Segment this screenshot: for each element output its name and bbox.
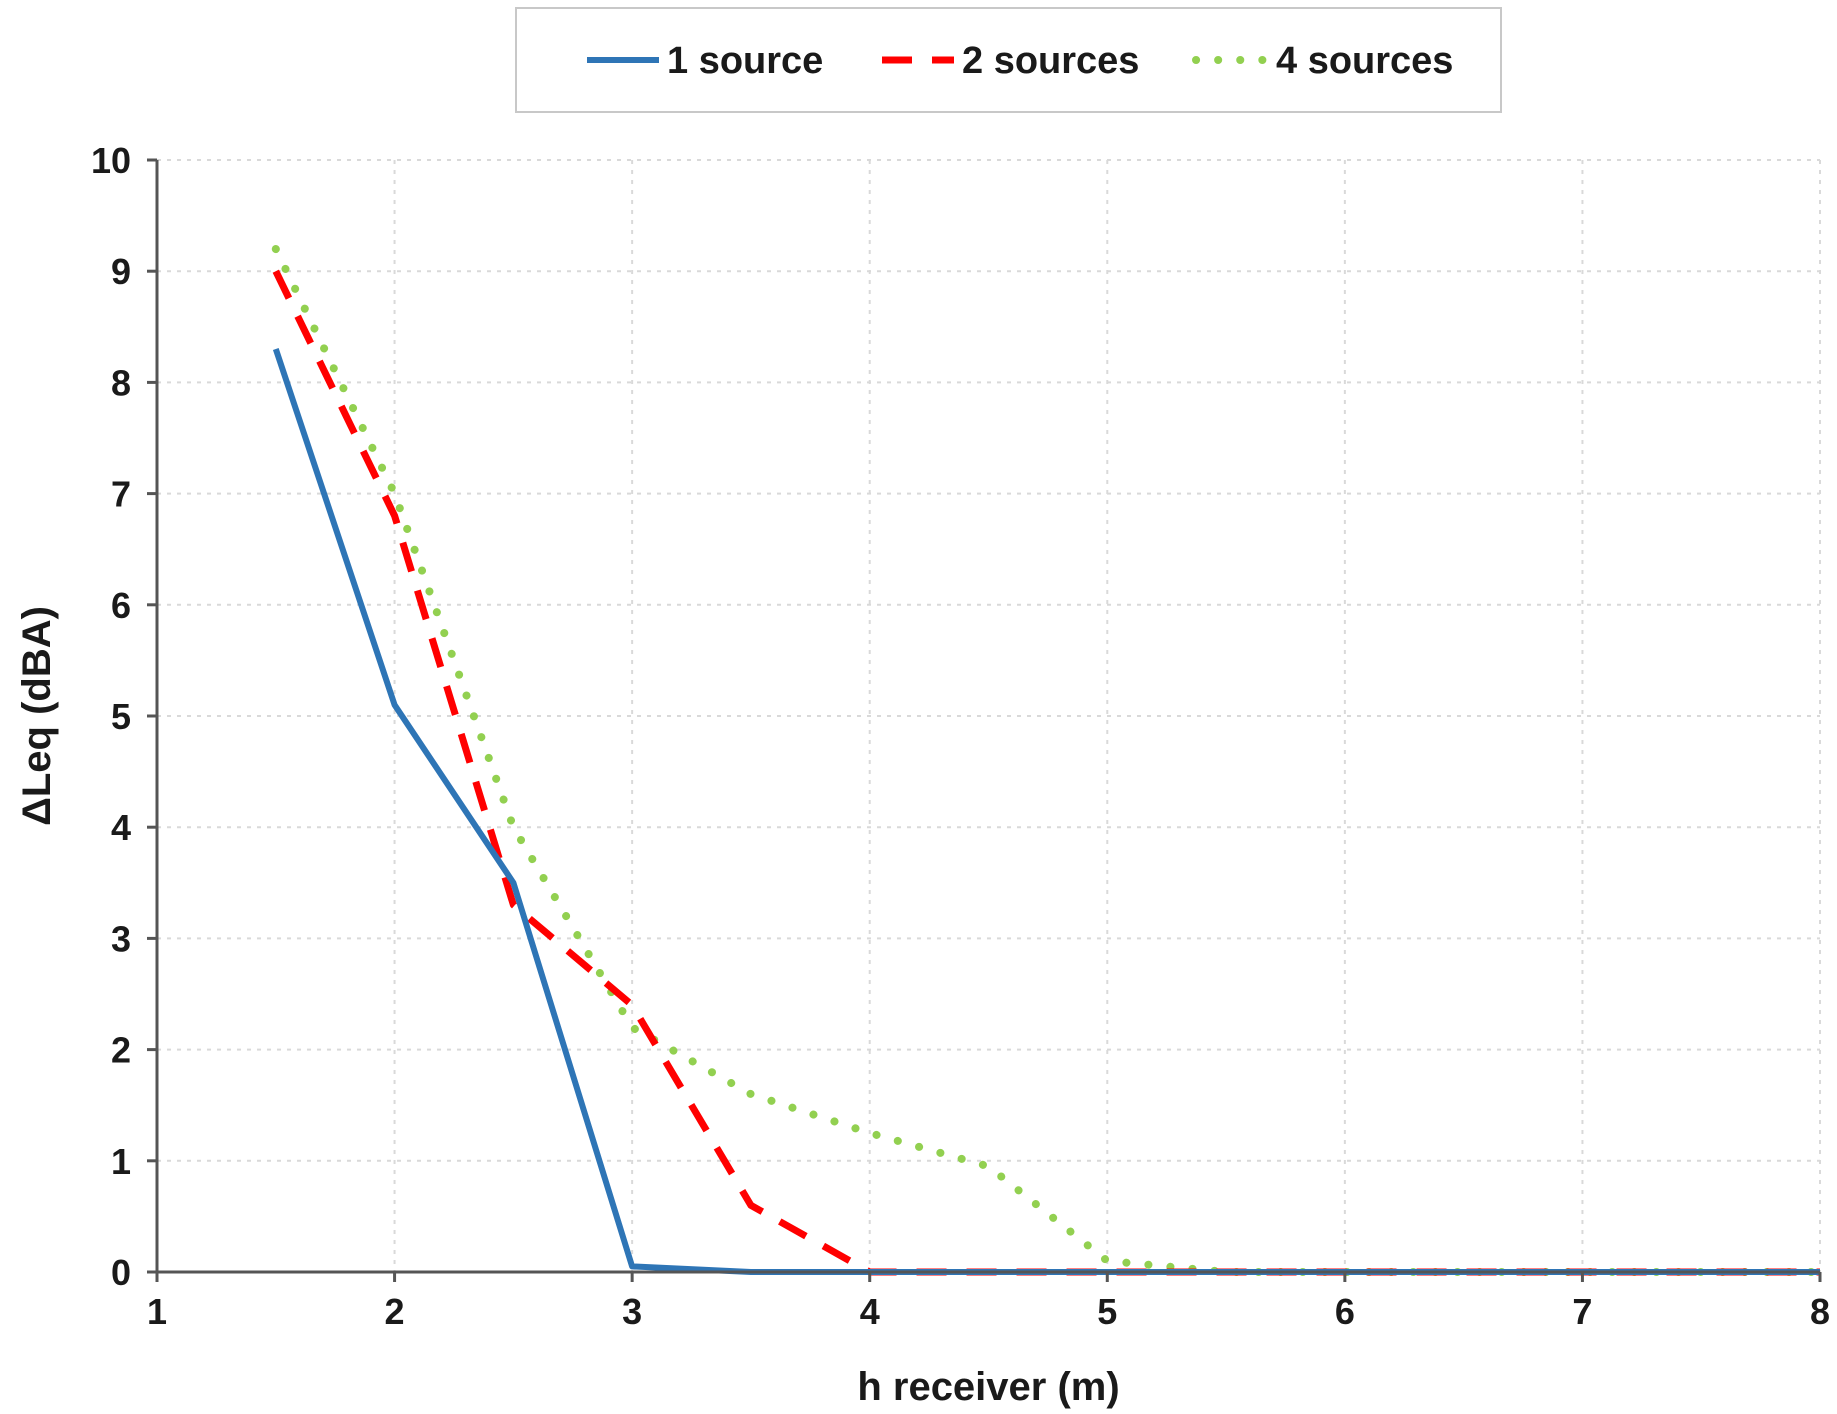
- y-tick-label: 10: [91, 140, 131, 181]
- y-tick-label: 7: [111, 474, 131, 515]
- legend-label-2-sources: 2 sources: [962, 40, 1139, 82]
- x-tick-label: 1: [147, 1291, 167, 1332]
- legend-box: [515, 7, 1502, 113]
- x-axis-title: h receiver (m): [857, 1365, 1119, 1409]
- grid-lines: [157, 159, 1821, 1272]
- series-line-2-sources: [272, 269, 1820, 1276]
- y-tick-label: 9: [111, 251, 131, 292]
- x-tick-label: 8: [1810, 1291, 1830, 1332]
- legend: 1 source 2 sources 4 sources: [515, 7, 1502, 113]
- legend-label-4-sources: 4 sources: [1276, 40, 1453, 82]
- legend-label-1-source: 1 source: [667, 40, 823, 82]
- x-tick-label: 7: [1572, 1291, 1592, 1332]
- axes: [147, 158, 1822, 1282]
- legend-items: 1 source 2 sources 4 sources: [587, 40, 1453, 82]
- y-tick-label: 3: [111, 918, 131, 959]
- y-tick-label: 8: [111, 362, 131, 403]
- x-tick-label: 2: [385, 1291, 405, 1332]
- y-tick-label: 4: [111, 807, 131, 848]
- x-tick-label: 4: [860, 1291, 880, 1332]
- y-tick-label: 2: [111, 1030, 131, 1071]
- y-axis-title: ΔLeq (dBA): [15, 606, 59, 826]
- y-tick-label: 0: [111, 1252, 131, 1293]
- x-tick-label: 6: [1335, 1291, 1355, 1332]
- series-line-4-sources: [271, 245, 1824, 1276]
- y-tick-label: 5: [111, 696, 131, 737]
- y-tick-label: 1: [111, 1141, 131, 1182]
- x-tick-label: 3: [622, 1291, 642, 1332]
- y-tick-label: 6: [111, 585, 131, 626]
- x-tick-label: 5: [1097, 1291, 1117, 1332]
